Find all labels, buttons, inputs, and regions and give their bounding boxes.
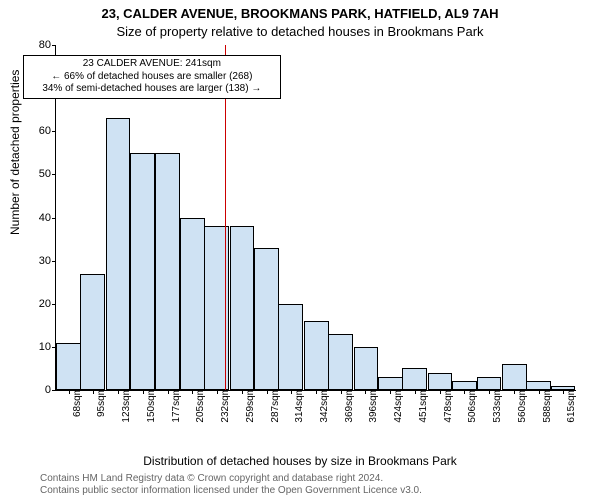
x-tick-label: 314sqm [294, 387, 305, 423]
y-tick-label: 40 [26, 212, 51, 224]
footnote-1: Contains HM Land Registry data © Crown c… [40, 473, 383, 484]
page-title-1: 23, CALDER AVENUE, BROOKMANS PARK, HATFI… [0, 6, 600, 21]
x-tick-mark [539, 390, 540, 394]
y-tick-label: 50 [26, 168, 51, 180]
histogram-bar [80, 274, 105, 390]
x-tick-mark [217, 390, 218, 394]
x-tick-mark [415, 390, 416, 394]
x-tick-label: 506sqm [467, 387, 478, 423]
x-tick-label: 259sqm [245, 387, 256, 423]
annotation-line-2: ← 66% of detached houses are smaller (26… [30, 71, 274, 84]
x-tick-mark [341, 390, 342, 394]
histogram-bar [526, 381, 551, 390]
x-tick-mark [563, 390, 564, 394]
x-tick-label: 424sqm [393, 387, 404, 423]
x-tick-label: 95sqm [96, 387, 107, 417]
page-title-2: Size of property relative to detached ho… [0, 24, 600, 39]
y-tick-label: 30 [26, 255, 51, 267]
histogram-bar [278, 304, 303, 390]
footnote-2: Contains public sector information licen… [40, 485, 422, 496]
x-tick-label: 232sqm [220, 387, 231, 423]
x-tick-mark [514, 390, 515, 394]
x-tick-label: 177sqm [171, 387, 182, 423]
histogram-bar [328, 334, 353, 390]
x-tick-label: 205sqm [195, 387, 206, 423]
y-tick-label: 0 [26, 384, 51, 396]
histogram-bar [502, 364, 527, 390]
histogram-bar [254, 248, 279, 390]
x-tick-mark [316, 390, 317, 394]
x-tick-mark [267, 390, 268, 394]
x-tick-mark [168, 390, 169, 394]
histogram-bar [230, 226, 255, 390]
histogram-bar [130, 153, 155, 390]
x-axis-label: Distribution of detached houses by size … [0, 454, 600, 468]
x-tick-label: 615sqm [566, 387, 577, 423]
x-tick-label: 123sqm [121, 387, 132, 423]
y-tick-mark [52, 261, 56, 262]
x-tick-mark [242, 390, 243, 394]
histogram-bar [304, 321, 329, 390]
x-tick-mark [464, 390, 465, 394]
x-tick-label: 150sqm [146, 387, 157, 423]
x-tick-label: 588sqm [542, 387, 553, 423]
annotation-box: 23 CALDER AVENUE: 241sqm← 66% of detache… [23, 55, 281, 99]
x-tick-mark [69, 390, 70, 394]
y-tick-mark [52, 45, 56, 46]
y-tick-mark [52, 218, 56, 219]
histogram-bar [402, 368, 427, 390]
y-tick-label: 20 [26, 298, 51, 310]
x-tick-label: 369sqm [344, 387, 355, 423]
x-tick-label: 342sqm [319, 387, 330, 423]
histogram-bar [378, 377, 403, 390]
x-tick-mark [291, 390, 292, 394]
y-tick-mark [52, 304, 56, 305]
y-tick-mark [52, 174, 56, 175]
annotation-line-1: 23 CALDER AVENUE: 241sqm [30, 58, 274, 71]
x-tick-label: 533sqm [492, 387, 503, 423]
x-tick-label: 478sqm [443, 387, 454, 423]
y-tick-label: 80 [26, 39, 51, 51]
x-tick-label: 560sqm [517, 387, 528, 423]
histogram-plot: 0102030405060708068sqm95sqm123sqm150sqm1… [55, 45, 576, 391]
histogram-bar [477, 377, 502, 390]
histogram-bar [551, 386, 576, 390]
annotation-line-3: 34% of semi-detached houses are larger (… [30, 83, 274, 96]
histogram-bar [56, 343, 81, 390]
histogram-bar [428, 373, 453, 390]
x-tick-mark [440, 390, 441, 394]
histogram-bar [452, 381, 477, 390]
x-tick-mark [192, 390, 193, 394]
x-tick-label: 396sqm [368, 387, 379, 423]
x-tick-label: 287sqm [270, 387, 281, 423]
histogram-bar [354, 347, 379, 390]
y-tick-mark [52, 390, 56, 391]
histogram-bar [180, 218, 205, 391]
y-tick-label: 10 [26, 341, 51, 353]
x-tick-mark [143, 390, 144, 394]
x-tick-mark [365, 390, 366, 394]
y-tick-label: 60 [26, 125, 51, 137]
histogram-bar [106, 118, 131, 390]
x-tick-label: 68sqm [72, 387, 83, 417]
y-tick-mark [52, 131, 56, 132]
x-tick-mark [93, 390, 94, 394]
x-tick-mark [489, 390, 490, 394]
x-tick-label: 451sqm [418, 387, 429, 423]
histogram-bar [155, 153, 180, 390]
x-tick-mark [390, 390, 391, 394]
x-tick-mark [118, 390, 119, 394]
y-axis-label: Number of detached properties [8, 70, 22, 235]
